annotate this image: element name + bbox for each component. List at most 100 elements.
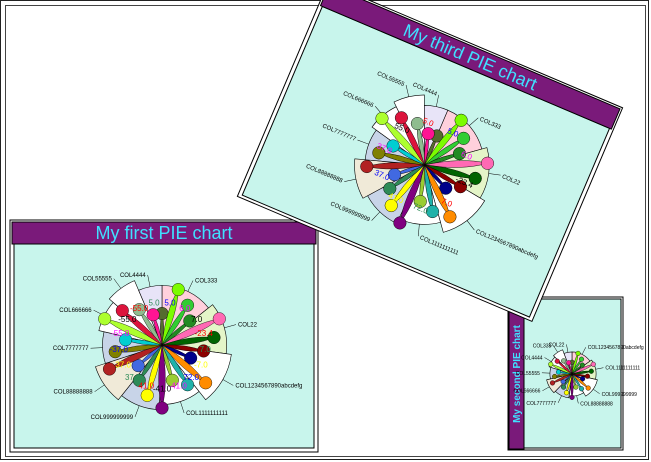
slice-label: COL4444: [521, 355, 543, 361]
pie-petal-tip: [569, 394, 575, 400]
slice-label: COL4444: [120, 273, 146, 279]
pie-petal-tip: [578, 356, 585, 362]
pie-petal-tip: [184, 351, 198, 365]
pie-petal-tip: [155, 401, 169, 415]
pie-petal-tip: [197, 344, 211, 358]
pie-petal-tip: [585, 385, 591, 391]
pie-petal-tip: [549, 380, 556, 386]
pie-petal-tip: [98, 312, 112, 326]
pie-petal-tip: [439, 181, 453, 195]
value-label: 5.0: [148, 298, 160, 307]
pie-petal-tip: [452, 147, 466, 161]
slice-label-leader: [113, 278, 122, 289]
slice-label-leader: [418, 224, 420, 237]
pie-petal-tip: [207, 331, 221, 345]
chart1-title: My first PIE chart: [95, 223, 232, 243]
slice-label: COL1234567890abcdefg: [235, 383, 302, 389]
pie-petal-tip: [383, 182, 397, 196]
pie-petal-tip: [360, 160, 374, 174]
slice-label-leader: [224, 324, 237, 329]
chart2-pie: COL1234567890abcdefg COL1111111111 COL9999…: [513, 342, 643, 407]
pie-petal-tip: [480, 156, 494, 170]
slice-label: COL22: [238, 323, 258, 329]
pie-petal-tip: [393, 216, 407, 230]
pie-petal-tip: [578, 386, 585, 392]
slice-label: COL1111111111: [186, 411, 228, 417]
value-label: -55.0: [118, 315, 137, 324]
chart1-pie: COL333 COL22 COL1234567890abcdefg COL111111…: [53, 273, 303, 421]
pie-petal-tip: [575, 350, 581, 356]
slice-label: COL7777777: [526, 401, 556, 407]
pie-petal-tip: [132, 373, 146, 387]
slice-label-leader: [466, 220, 475, 231]
slice-label: COL333: [533, 344, 552, 350]
pie-petal-tip: [566, 360, 572, 366]
pie-petal-tip: [372, 146, 386, 160]
pie-petal-tip: [375, 111, 389, 125]
slice-label: COL1234567890abcdefg: [588, 345, 644, 351]
slice-label: COL55555: [83, 277, 113, 283]
value-label: 7.0: [191, 315, 203, 324]
pie-petal-tip: [386, 139, 400, 153]
slice-label-leader: [544, 357, 552, 362]
value-label: 6.0: [179, 304, 191, 313]
pie-petal-tip: [588, 368, 594, 374]
slice-label-leader: [557, 395, 562, 403]
pie-petal-tip: [554, 358, 560, 364]
value-label: 6.0: [460, 149, 474, 162]
slice-label-leader: [553, 345, 558, 353]
value-label: 41.0: [139, 381, 155, 390]
slice-label: COL333: [195, 279, 218, 285]
pie-petal-tip: [212, 312, 226, 326]
value-label: 7.0: [440, 196, 454, 209]
pie-petal-tip: [199, 376, 213, 390]
slice-label-leader: [222, 379, 234, 386]
pie-petal-tip: [119, 333, 133, 347]
slice-label: COL666666: [513, 389, 540, 395]
pie-petal-tip: [561, 384, 567, 390]
slice-label-leader: [90, 347, 103, 349]
pie-petal-tip: [394, 111, 408, 125]
slice-label: COL999999999: [91, 415, 134, 421]
slice-label-leader: [581, 347, 586, 355]
pie-petal-tip: [548, 361, 554, 367]
pie-petal-tip: [579, 362, 585, 368]
pie-petal-tip: [552, 373, 558, 380]
value-label: -55.0: [111, 329, 130, 338]
pie-petal-tip: [413, 194, 427, 208]
pie-petal-tip: [410, 117, 424, 131]
pie-petal-tip: [146, 308, 160, 322]
pie-petal-tip: [425, 205, 439, 219]
pie-petal-tip: [580, 376, 586, 382]
pie-petal-tip: [115, 304, 129, 318]
pie-chart-1: My first PIE chart COL333 COL22 COL1234567…: [9, 219, 319, 453]
slice-label-leader: [595, 367, 604, 370]
value-label: 5.0: [164, 298, 176, 307]
value-label: 37.0: [115, 360, 131, 369]
slice-label-leader: [147, 274, 151, 287]
chart2-title: My second PIE chart: [512, 324, 523, 422]
value-label: -41.0: [169, 381, 188, 390]
pie-petal-tip: [590, 361, 596, 367]
slice-label-leader: [469, 117, 479, 126]
pie-petal-tip: [573, 384, 579, 390]
pie-petal-tip: [457, 131, 471, 145]
slice-label-leader: [576, 395, 579, 404]
slice-label-leader: [542, 386, 550, 391]
slice-label: COL666666: [59, 308, 92, 314]
slice-label-leader: [94, 384, 105, 392]
value-label: 37.0: [125, 373, 141, 382]
slice-label: COL22: [549, 342, 565, 348]
pie-petal-tip: [108, 345, 122, 359]
slice-label-leader: [488, 173, 501, 176]
slice-label: COL88888888: [54, 390, 94, 396]
pie-petal-tip: [561, 358, 567, 364]
slice-label: COL88888888: [580, 401, 613, 407]
pie-petal-tip: [384, 199, 398, 213]
pie-petal-tip: [181, 298, 195, 312]
pie-petal-tip: [421, 127, 435, 141]
pie-petal-tip: [140, 388, 154, 402]
pie-petal-tip: [584, 373, 590, 379]
slice-label-leader: [180, 401, 185, 414]
